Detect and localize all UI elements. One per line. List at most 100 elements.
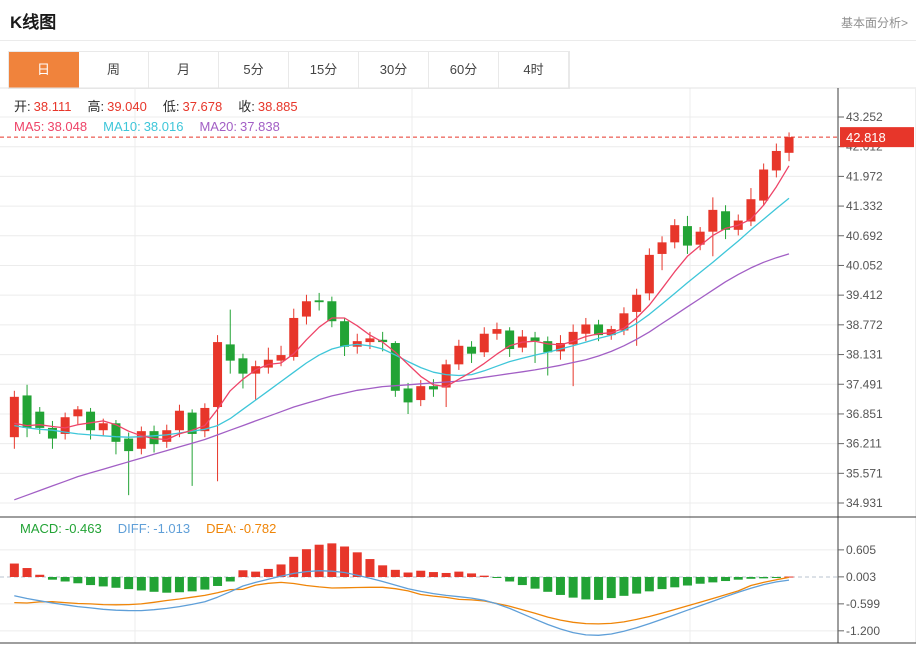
candle-body (632, 294, 642, 312)
candle-body (530, 337, 540, 342)
readout-pair: MA5: 38.048 (14, 119, 88, 134)
tab-day[interactable]: 日 (9, 52, 79, 88)
candle-body (441, 364, 451, 388)
readout-pair: 低: 37.678 (162, 99, 223, 114)
candle-body (759, 169, 769, 201)
macd-bar (505, 577, 515, 582)
macd-bar (657, 577, 667, 590)
macd-bar (301, 549, 311, 577)
candle-body (416, 386, 426, 401)
macd-bar (517, 577, 527, 586)
macd-bar (695, 577, 705, 584)
tab-5min[interactable]: 5分 (219, 52, 289, 88)
macd-bar (22, 568, 32, 577)
candle-body (657, 242, 667, 254)
candle-body (695, 231, 705, 245)
readout-pair: MA20: 37.838 (199, 119, 280, 134)
candle-body (263, 359, 273, 368)
last-price-label: 42.818 (846, 130, 886, 145)
price-tick-label: 41.972 (846, 169, 883, 183)
readout-pair: 高: 39.040 (87, 99, 147, 114)
candle-body (200, 407, 210, 432)
macd-bar (9, 563, 19, 577)
tab-60min[interactable]: 60分 (429, 52, 499, 88)
macd-bar (263, 568, 273, 577)
macd-bar (213, 577, 223, 586)
tab-15min[interactable]: 15分 (289, 52, 359, 88)
candle-body (111, 423, 121, 442)
macd-bar (467, 573, 477, 577)
macd-bar (111, 577, 121, 588)
readout-pair: MACD: -0.463 (20, 521, 102, 536)
macd-tick-label: -0.599 (846, 597, 880, 611)
macd-bar (238, 570, 248, 577)
macd-bar (98, 577, 108, 587)
macd-tick-label: 0.003 (846, 570, 876, 584)
candle-body (213, 342, 223, 408)
macd-layer (9, 543, 794, 600)
macd-bar (441, 572, 451, 577)
candle-body (784, 137, 794, 153)
macd-bar (162, 577, 172, 593)
candle-body (314, 300, 324, 303)
macd-bar (632, 577, 642, 594)
price-tick-label: 38.131 (846, 348, 883, 362)
macd-bar (606, 577, 616, 599)
candle-body (60, 417, 70, 434)
macd-bar (594, 577, 604, 600)
candle-body (301, 301, 311, 317)
diff-line (14, 570, 790, 636)
dea-line (14, 576, 790, 625)
candle-body (467, 346, 477, 354)
candle-body (289, 317, 299, 357)
macd-bar (416, 570, 426, 577)
tab-month[interactable]: 月 (149, 52, 219, 88)
readout-pair: 开: 38.111 (14, 99, 72, 114)
macd-bar (670, 577, 680, 588)
macd-bar (555, 577, 565, 595)
tab-30min[interactable]: 30分 (359, 52, 429, 88)
tab-4hour[interactable]: 4时 (499, 52, 569, 88)
macd-bar (619, 577, 629, 596)
candle-body (276, 355, 286, 361)
candle-body (174, 410, 184, 431)
ma-readout: MA5: 38.048 MA10: 38.016 MA20: 37.838 (14, 119, 296, 134)
candle-body (682, 226, 692, 246)
macd-tick-label: 0.605 (846, 543, 876, 557)
candle-body (225, 344, 235, 361)
tab-week[interactable]: 周 (79, 52, 149, 88)
macd-bar (543, 577, 553, 592)
candle-body (124, 438, 134, 452)
candle-body (136, 431, 146, 449)
candle-body (505, 330, 515, 350)
macd-bar (314, 544, 324, 577)
candle-body (403, 388, 413, 403)
macd-bar (327, 543, 337, 577)
readout-pair: DIFF: -1.013 (117, 521, 191, 536)
candle-body (365, 338, 375, 343)
macd-bar (492, 577, 502, 578)
macd-bar (479, 575, 489, 577)
ohlc-readout: 开: 38.111 高: 39.040 低: 37.678 收: 38.885 (14, 96, 314, 115)
readout-pair: DEA: -0.782 (206, 521, 277, 536)
candle-body (238, 358, 248, 374)
macd-bar (771, 577, 781, 578)
candle-body (327, 301, 337, 322)
macd-bar (251, 571, 261, 577)
macd-bar (644, 577, 654, 592)
candle-body (619, 313, 629, 331)
macd-bar (365, 559, 375, 577)
price-tick-label: 34.931 (846, 496, 883, 510)
candle-body (479, 333, 489, 353)
price-tick-label: 37.491 (846, 377, 883, 391)
price-tick-label: 39.412 (846, 288, 883, 302)
ma20-line (14, 253, 790, 501)
macd-bar (340, 546, 350, 577)
price-tick-label: 36.851 (846, 407, 883, 421)
candle-body (721, 211, 731, 230)
candle-body (670, 225, 680, 243)
candle-body (149, 431, 159, 445)
macd-bar (289, 556, 299, 577)
fundamental-analysis-link[interactable]: 基本面分析> (840, 16, 908, 30)
candle-body (22, 395, 32, 428)
